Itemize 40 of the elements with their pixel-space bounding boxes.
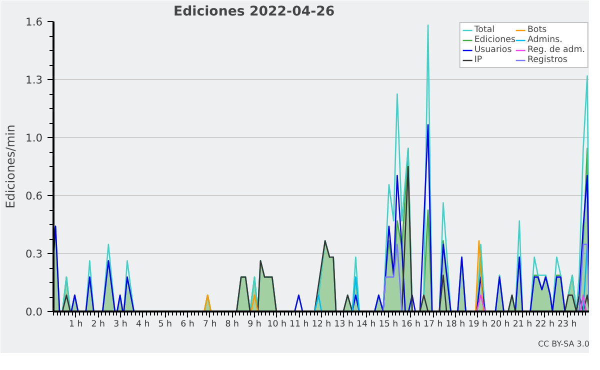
x-tick-label: 23 h [558,320,577,330]
x-tick-label: 20 h [490,320,510,330]
legend-label: Registros [527,55,568,65]
x-tick-label: 13 h [334,320,354,330]
text: CC BY-SA 3.0 [538,340,590,348]
y-axis-title: Ediciones/min [4,124,18,208]
x-tick-label: 12 h [312,320,332,330]
x-tick-label: 18 h [446,320,466,330]
x-tick-label: 16 h [401,320,420,330]
x-tick-label: 10 h [267,320,286,330]
x-tick-label: 5 h [158,320,172,330]
x-tick-label: 19 h [468,320,488,330]
y-tick-label: 0.3 [26,248,43,260]
legend-label: Total [474,25,495,35]
y-tick-label: 0.6 [26,190,43,202]
x-tick-label: 8 h [225,320,240,330]
legend-label: Ediciones [474,35,516,45]
y-tick-label: 1.0 [26,132,43,144]
y-tick-label: 1.6 [26,16,43,28]
legend-label: Bots [527,25,548,35]
legend-label: Usuarios [474,45,512,55]
y-tick-label: 0.0 [26,306,43,318]
y-tick-label: 1.3 [26,74,43,86]
x-tick-label: 17 h [424,320,443,330]
x-tick-label: 1 h [68,320,83,330]
legend-label: IP [474,55,484,65]
x-tick-label: 6 h [180,320,194,330]
x-tick-label: 3 h [114,320,128,330]
legend-label: Reg. de adm. [527,45,585,55]
chart-title: Ediciones 2022-04-26 [174,4,335,20]
x-tick-label: 9 h [248,320,262,330]
x-tick-label: 2 h [91,320,106,330]
x-tick-label: 7 h [202,320,217,330]
x-tick-label: 15 h [378,320,398,330]
x-tick-label: 11 h [290,320,309,330]
x-tick-label: 21 h [512,320,532,330]
x-tick-label: 22 h [535,320,554,330]
legend-label: Admins. [527,35,562,45]
x-tick-label: 4 h [136,320,150,330]
x-tick-label: 14 h [356,320,376,330]
